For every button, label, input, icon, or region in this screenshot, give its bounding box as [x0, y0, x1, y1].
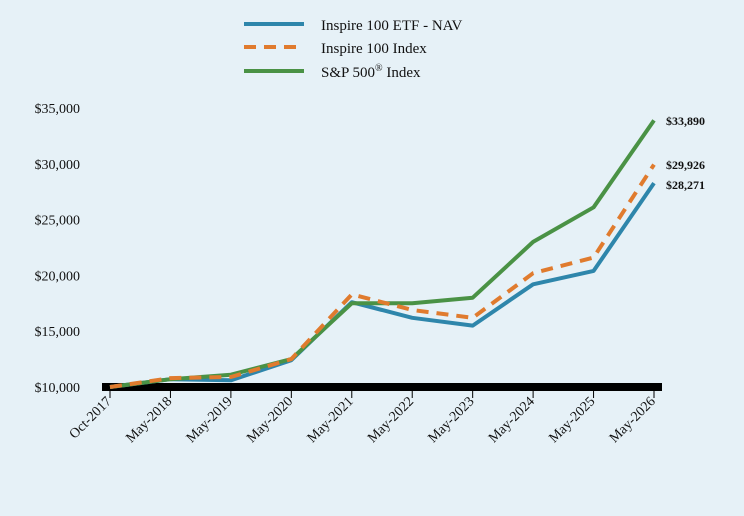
x-tick-label: May-2025 — [547, 394, 599, 446]
x-tick-label: May-2021 — [305, 394, 357, 446]
legend-label-sp500-tail: Index — [383, 65, 421, 81]
y-tick-label: $30,000 — [35, 158, 81, 173]
legend-item-sp500: S&P 500® Index — [244, 63, 421, 81]
end-label-0: $28,271 — [666, 178, 705, 192]
x-axis: Oct-2017 May-2018 May-2019 May-2020 May-2021… — [67, 383, 662, 446]
legend-item-nav: Inspire 100 ETF - NAV — [244, 18, 463, 34]
y-tick-label: $35,000 — [35, 102, 81, 117]
end-label-1: $29,926 — [666, 158, 705, 172]
y-tick-label: $10,000 — [35, 381, 81, 396]
series-group — [109, 119, 656, 389]
end-labels: $28,271 $29,926 $33,890 — [666, 114, 705, 192]
x-tick-label: May-2024 — [486, 394, 538, 446]
series-line-2 — [109, 119, 656, 389]
series-line-0 — [109, 181, 656, 389]
x-tick-label: May-2018 — [123, 394, 175, 446]
legend-label-sp500-main: S&P 500 — [321, 65, 375, 81]
y-tick-label: $15,000 — [35, 325, 81, 340]
legend-label-index: Inspire 100 Index — [321, 41, 427, 57]
x-tick-label: May-2026 — [607, 394, 659, 446]
legend-label-sp500-reg: ® — [375, 63, 383, 74]
y-axis: $10,000 $15,000 $20,000 $25,000 $30,000 $35,0… — [35, 102, 81, 396]
x-tick-label: Oct-2017 — [67, 394, 115, 442]
x-tick-label: May-2023 — [426, 394, 478, 446]
x-tick-label: May-2020 — [244, 394, 296, 446]
x-tick-label: May-2022 — [365, 394, 417, 446]
x-tick-label: May-2019 — [184, 394, 236, 446]
legend-label-sp500: S&P 500® Index — [321, 63, 421, 81]
y-tick-label: $20,000 — [35, 269, 81, 284]
legend-label-nav: Inspire 100 ETF - NAV — [321, 18, 463, 34]
series-line-1 — [109, 163, 656, 389]
legend-item-index: Inspire 100 Index — [244, 41, 427, 57]
end-label-2: $33,890 — [666, 114, 705, 128]
legend: Inspire 100 ETF - NAV Inspire 100 Index … — [244, 18, 463, 81]
x-axis-bar — [102, 383, 662, 391]
y-tick-label: $25,000 — [35, 214, 81, 229]
